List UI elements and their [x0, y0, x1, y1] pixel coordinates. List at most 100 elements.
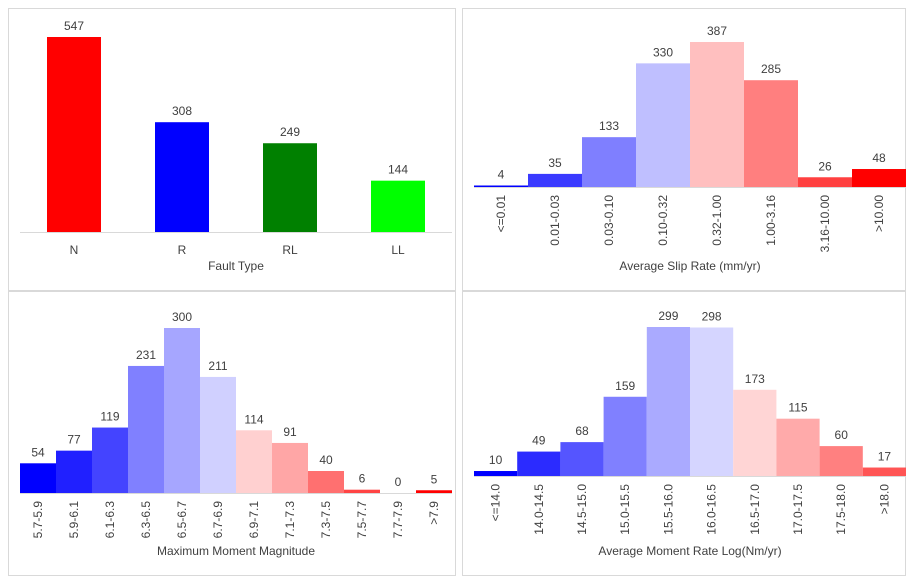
- x-tick-label: 6.1-6.3: [103, 501, 117, 539]
- x-tick-label: <=0.01: [494, 195, 508, 233]
- data-label: 285: [761, 62, 781, 76]
- data-label: 300: [172, 310, 192, 324]
- x-tick-label: LL: [391, 243, 405, 257]
- x-tick-label: 7.1-7.3: [283, 501, 297, 539]
- data-label: 17: [878, 450, 892, 464]
- x-tick-label: 6.5-6.7: [175, 501, 189, 539]
- bar: [517, 451, 561, 476]
- x-tick-label: >18.0: [877, 484, 891, 515]
- bar: [164, 328, 200, 493]
- x-tick-label: 7.5-7.7: [355, 501, 369, 539]
- bar: [474, 471, 518, 476]
- data-label: 173: [745, 372, 765, 386]
- bar: [560, 442, 604, 476]
- data-label: 26: [818, 159, 832, 173]
- data-label: 48: [872, 151, 886, 165]
- data-label: 49: [532, 434, 546, 448]
- x-tick-label: 5.9-6.1: [67, 501, 81, 539]
- bar: [776, 418, 820, 476]
- data-label: 298: [702, 309, 722, 323]
- bar: [646, 327, 690, 476]
- bar: [416, 490, 452, 493]
- data-label: 308: [172, 104, 192, 118]
- bar: [371, 180, 425, 232]
- data-label: 35: [548, 156, 562, 170]
- bar: [308, 471, 344, 493]
- bar: [690, 327, 734, 476]
- axis-title: Average Moment Rate Log(Nm/yr): [598, 544, 781, 558]
- x-tick-label: RL: [282, 243, 298, 257]
- x-tick-label: >10.00: [872, 195, 886, 232]
- data-label: 249: [280, 125, 300, 139]
- bar: [200, 376, 236, 493]
- bar: [272, 442, 308, 493]
- data-label: 330: [653, 45, 673, 59]
- bar: [582, 137, 636, 187]
- bar: [236, 430, 272, 493]
- x-tick-label: 6.7-6.9: [211, 501, 225, 539]
- x-tick-label: 6.9-7.1: [247, 501, 261, 539]
- bar: [636, 63, 690, 187]
- bar: [603, 396, 647, 476]
- data-label: 40: [319, 453, 333, 467]
- x-tick-label: 7.7-7.9: [391, 501, 405, 539]
- panel: [8, 8, 456, 291]
- axis-title: Maximum Moment Magnitude: [157, 544, 315, 558]
- panel: [8, 291, 456, 576]
- data-label: 0: [395, 475, 402, 489]
- x-tick-label: 16.5-17.0: [748, 484, 762, 535]
- x-tick-label: 16.0-16.5: [705, 484, 719, 535]
- data-label: 387: [707, 24, 727, 38]
- data-label: 5: [431, 472, 438, 486]
- x-tick-label: 15.5-16.0: [661, 484, 675, 535]
- x-tick-label: 1.00-3.16: [764, 195, 778, 246]
- x-tick-label: 0.01-0.03: [548, 195, 562, 246]
- bar: [20, 463, 56, 493]
- x-tick-label: 3.16-10.00: [818, 195, 832, 253]
- x-tick-label: 0.32-1.00: [710, 195, 724, 246]
- data-label: 299: [658, 309, 678, 323]
- x-tick-label: R: [178, 243, 187, 257]
- data-label: 115: [788, 401, 807, 415]
- x-tick-label: 7.3-7.5: [319, 501, 333, 539]
- bar: [852, 169, 906, 187]
- x-tick-label: 15.0-15.5: [618, 484, 632, 535]
- data-label: 68: [575, 424, 589, 438]
- bar: [92, 427, 128, 493]
- data-label: 6: [359, 472, 366, 486]
- data-label: 231: [136, 348, 156, 362]
- bar: [733, 389, 777, 476]
- x-tick-label: >7.9: [427, 501, 441, 525]
- x-tick-label: 17.0-17.5: [791, 484, 805, 535]
- x-tick-label: N: [70, 243, 79, 257]
- bar: [344, 489, 380, 493]
- bar: [798, 177, 852, 187]
- x-tick-label: <=14.0: [489, 484, 503, 522]
- data-label: 114: [244, 412, 263, 426]
- bar: [263, 143, 317, 232]
- bar: [47, 37, 101, 232]
- x-tick-label: 14.5-15.0: [575, 484, 589, 535]
- data-label: 159: [615, 379, 635, 393]
- bar: [819, 446, 863, 476]
- x-tick-label: 17.5-18.0: [834, 484, 848, 535]
- axis-title: Fault Type: [208, 259, 264, 273]
- bar: [690, 42, 744, 187]
- bar: [56, 450, 92, 493]
- data-label: 211: [208, 359, 227, 373]
- x-tick-label: 0.03-0.10: [602, 195, 616, 246]
- data-label: 77: [67, 433, 81, 447]
- data-label: 91: [283, 425, 297, 439]
- data-label: 547: [64, 19, 84, 33]
- bar: [744, 80, 798, 187]
- x-tick-label: 5.7-5.9: [31, 501, 45, 539]
- data-label: 10: [489, 453, 503, 467]
- axis-title: Average Slip Rate (mm/yr): [619, 259, 760, 273]
- data-label: 119: [100, 410, 119, 424]
- data-label: 54: [31, 445, 45, 459]
- data-label: 4: [498, 168, 505, 182]
- data-label: 144: [388, 163, 408, 177]
- x-tick-label: 6.3-6.5: [139, 501, 153, 539]
- bar: [862, 467, 906, 476]
